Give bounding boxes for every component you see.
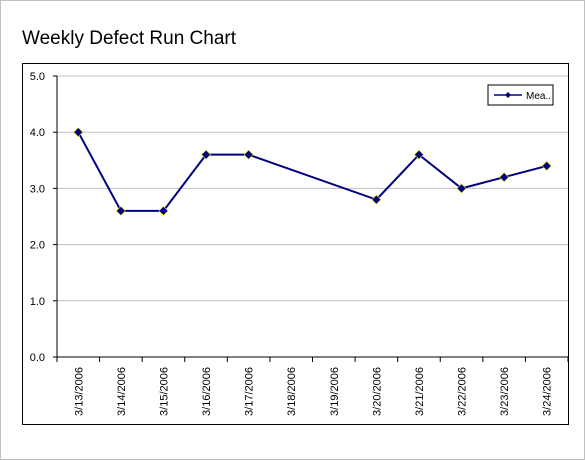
y-tick-label: 3.0 <box>30 183 45 195</box>
data-point-marker <box>243 149 254 160</box>
data-point-marker <box>115 205 126 216</box>
axes <box>53 75 569 362</box>
legend-marker <box>505 92 511 98</box>
data-point-marker <box>371 194 382 205</box>
data-point-marker <box>158 205 169 216</box>
x-tick-label: 3/21/2006 <box>414 367 426 416</box>
x-tick-label: 3/15/2006 <box>158 367 170 416</box>
y-tick-label: 1.0 <box>30 296 45 308</box>
y-tick-label: 0.0 <box>30 352 45 364</box>
x-tick-label: 3/14/2006 <box>116 367 128 416</box>
x-tick-labels: 3/13/2006 3/14/2006 3/15/2006 3/16/2006 3/17… <box>73 367 553 416</box>
y-tick-label: 2.0 <box>30 240 45 252</box>
chart-border <box>22 63 569 425</box>
x-tick-label: 3/13/2006 <box>73 367 85 416</box>
data-point-marker <box>456 183 467 194</box>
x-tick-label: 3/22/2006 <box>457 367 469 416</box>
legend: Mea.. <box>487 84 554 106</box>
y-tick-labels: 0.0 1.0 2.0 3.0 4.0 5.0 <box>30 71 45 364</box>
data-point-marker <box>414 149 424 160</box>
series <box>73 127 552 216</box>
x-tick-label: 3/18/2006 <box>286 367 298 416</box>
x-tick-label: 3/23/2006 <box>499 367 511 416</box>
x-tick-label: 3/24/2006 <box>542 367 554 416</box>
y-tick-label: 4.0 <box>30 127 45 139</box>
series-line <box>77 131 547 212</box>
data-point-marker <box>73 127 84 138</box>
y-tick-label: 5.0 <box>30 71 45 83</box>
x-tick-label: 3/17/2006 <box>244 367 256 416</box>
x-tick-label: 3/16/2006 <box>201 367 213 416</box>
data-point-marker <box>499 172 510 183</box>
chart-title: Weekly Defect Run Chart <box>22 28 237 49</box>
x-tick-label: 3/19/2006 <box>329 367 341 416</box>
data-point-marker <box>541 160 552 171</box>
gridlines <box>57 75 568 302</box>
data-point-marker <box>201 149 211 160</box>
legend-label: Mea.. <box>526 91 551 102</box>
x-tick-label: 3/20/2006 <box>371 367 383 416</box>
